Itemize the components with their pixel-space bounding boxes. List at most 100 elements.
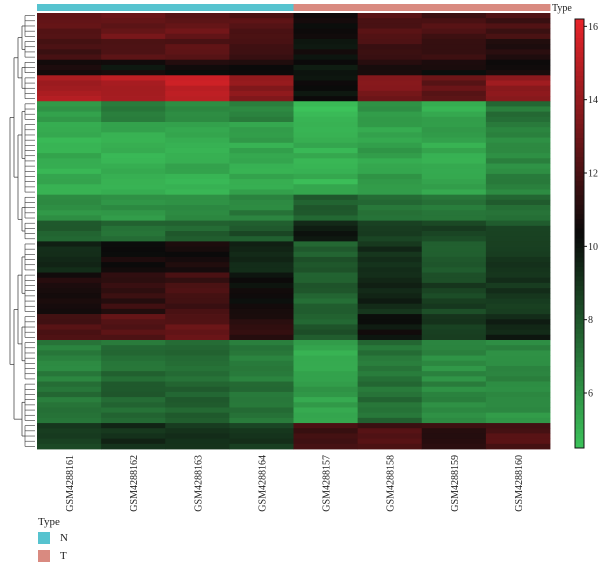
- colorbar-step: [575, 23, 584, 30]
- heatmap-cell: [293, 173, 359, 180]
- heatmap-cell: [421, 262, 487, 268]
- heatmap-cell: [229, 350, 294, 356]
- heatmap-cell: [485, 314, 551, 320]
- colorbar-step: [575, 28, 584, 34]
- heatmap-cell: [101, 184, 166, 190]
- heatmap-cell: [229, 142, 294, 149]
- heatmap-cell: [485, 293, 551, 299]
- heatmap-cell: [165, 59, 230, 66]
- heatmap-cell: [293, 168, 359, 175]
- heatmap-cell: [165, 33, 230, 40]
- heatmap-cell: [229, 220, 294, 227]
- colorbar-step: [575, 100, 584, 106]
- heatmap-cell: [101, 106, 166, 113]
- heatmap-cell: [101, 397, 166, 403]
- heatmap-cell: [229, 371, 294, 377]
- heatmap-cell: [165, 272, 230, 279]
- heatmap-cell: [101, 85, 166, 92]
- colorbar-step: [575, 376, 584, 382]
- heatmap-cell: [37, 340, 102, 346]
- heatmap-cell: [421, 59, 487, 66]
- heatmap-cell: [357, 106, 423, 113]
- heatmap-cell: [101, 308, 166, 315]
- heatmap-cell: [37, 142, 102, 149]
- heatmap-cell: [101, 158, 166, 164]
- heatmap-cell: [229, 355, 294, 362]
- heatmap-cell: [357, 168, 423, 175]
- heatmap-cell: [485, 355, 551, 362]
- heatmap-cell: [357, 365, 423, 372]
- colorbar-step: [575, 300, 584, 306]
- heatmap-cell: [485, 371, 551, 377]
- heatmap-cell: [293, 433, 359, 440]
- heatmap-cell: [485, 256, 551, 263]
- heatmap-cell: [101, 402, 166, 408]
- heatmap-cell: [485, 173, 551, 180]
- colorbar-step: [575, 433, 584, 439]
- heatmap-cell: [165, 365, 230, 372]
- heatmap-cell: [485, 215, 551, 222]
- heatmap-cell: [165, 101, 230, 107]
- heatmap-cell: [357, 407, 423, 414]
- heatmap-cell: [485, 386, 551, 393]
- heatmap-cell: [37, 407, 102, 414]
- heatmap-cell: [357, 18, 423, 24]
- heatmap-cell: [485, 272, 551, 279]
- heatmap-cell: [37, 256, 102, 263]
- heatmap-cell: [229, 194, 294, 201]
- heatmap-cell: [165, 132, 230, 138]
- heatmap-cell: [293, 137, 359, 144]
- heatmap-cell: [357, 355, 423, 362]
- colorbar-tick-label: 10: [588, 242, 598, 253]
- heatmap-cell: [229, 147, 294, 154]
- heatmap-cell: [485, 324, 551, 331]
- heatmap-cell: [165, 142, 230, 149]
- heatmap-cell: [165, 44, 230, 50]
- heatmap-cell: [165, 402, 230, 408]
- heatmap-cell: [421, 44, 487, 50]
- heatmap-cell: [293, 23, 359, 29]
- heatmap-cell: [229, 423, 294, 429]
- heatmap-cell: [357, 402, 423, 408]
- colorbar-step: [575, 200, 584, 206]
- heatmap-cell: [165, 438, 230, 445]
- heatmap-cell: [37, 44, 102, 50]
- heatmap-cell: [293, 106, 359, 113]
- heatmap-cell: [293, 59, 359, 66]
- heatmap-cell: [101, 38, 166, 45]
- colorbar-step: [575, 328, 584, 335]
- heatmap-cell: [101, 59, 166, 66]
- heatmap-cell: [485, 267, 551, 273]
- heatmap-cell: [357, 303, 423, 310]
- heatmap-cell: [101, 329, 166, 336]
- heatmap-cell: [165, 308, 230, 315]
- heatmap-cell: [37, 33, 102, 40]
- colorbar-step: [575, 400, 584, 406]
- heatmap-cell: [229, 137, 294, 144]
- heatmap-cell: [421, 360, 487, 367]
- heatmap-cell: [37, 391, 102, 398]
- heatmap-cell: [421, 85, 487, 92]
- heatmap-cell: [293, 443, 359, 450]
- heatmap-cell: [293, 308, 359, 315]
- heatmap-cell: [421, 54, 487, 61]
- heatmap-cell: [165, 96, 230, 102]
- heatmap-cell: [229, 33, 294, 40]
- heatmap-cell: [293, 329, 359, 336]
- heatmap-cell: [37, 371, 102, 377]
- heatmap-cell: [229, 288, 294, 294]
- heatmap-cell: [421, 194, 487, 201]
- heatmap-cell: [293, 18, 359, 24]
- heatmap-cell: [485, 298, 551, 305]
- heatmap-cell: [165, 122, 230, 128]
- heatmap-cell: [357, 293, 423, 299]
- heatmap-cell: [229, 402, 294, 408]
- heatmap-cell: [421, 23, 487, 29]
- heatmap-cell: [101, 70, 166, 76]
- heatmap-cell: [485, 376, 551, 382]
- heatmap-cell: [101, 96, 166, 102]
- heatmap-cell: [485, 18, 551, 24]
- colorbar-step: [575, 238, 584, 244]
- heatmap-cell: [357, 210, 423, 216]
- heatmap-cell: [101, 298, 166, 305]
